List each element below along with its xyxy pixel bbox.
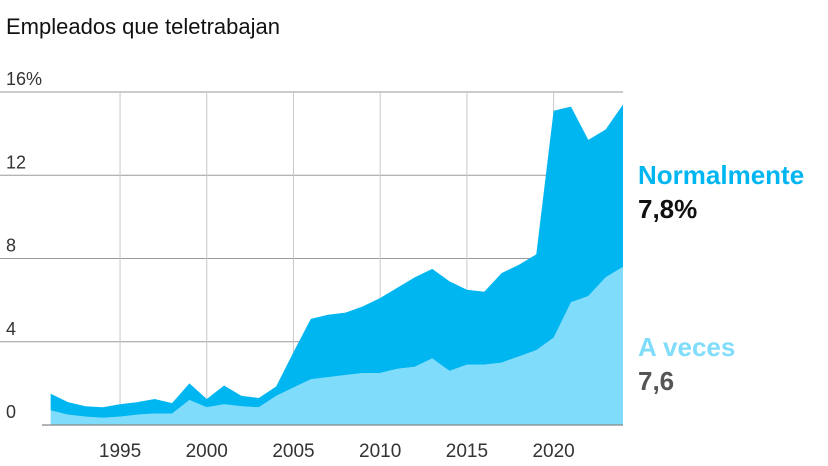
y-tick-label: 0 bbox=[6, 402, 16, 422]
x-tick-label: 2020 bbox=[532, 441, 574, 462]
series-label-name: Normalmente bbox=[638, 160, 804, 190]
y-tick-label: 4 bbox=[6, 319, 16, 339]
area-layer bbox=[50, 104, 624, 425]
x-tick-label: 2000 bbox=[186, 441, 228, 462]
y-tick-label: 12 bbox=[6, 152, 26, 172]
series-label-value: 7,8% bbox=[638, 194, 697, 224]
series-label-value: 7,6 bbox=[638, 366, 674, 396]
y-tick-label: 16% bbox=[6, 69, 42, 89]
x-tick-label: 1995 bbox=[99, 441, 141, 462]
axis-layer: 0 4 8 12 16% 1995 2000 2005 2010 2015 2020 bbox=[6, 69, 623, 462]
area-series-normalmente bbox=[50, 104, 624, 418]
area-series-a-veces bbox=[50, 266, 624, 425]
series-label-name: A veces bbox=[638, 332, 735, 362]
y-tick-label: 8 bbox=[6, 236, 16, 256]
x-tick-label: 2015 bbox=[446, 441, 488, 462]
series-label-layer: Normalmente 7,8% A veces 7,6 bbox=[638, 160, 804, 396]
x-tick-label: 2005 bbox=[272, 441, 314, 462]
chart-title: Empleados que teletrabajan bbox=[6, 14, 280, 39]
x-tick-label: 2010 bbox=[359, 441, 401, 462]
